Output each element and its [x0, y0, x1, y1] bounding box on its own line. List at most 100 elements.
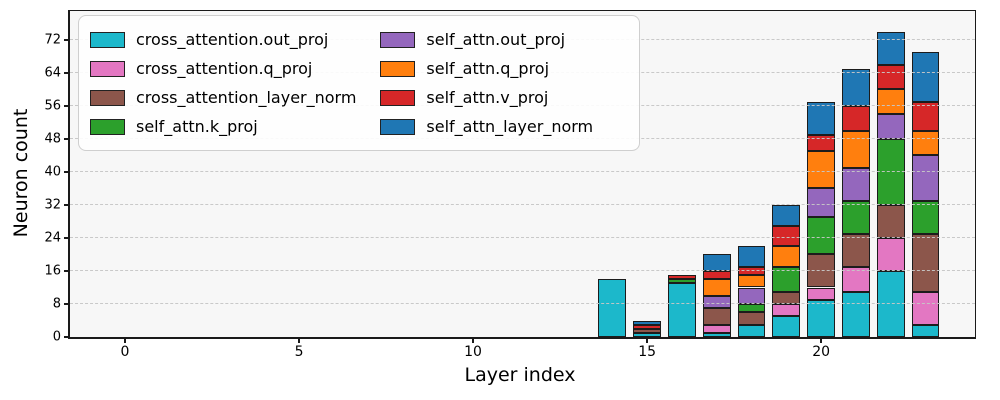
- legend-swatch: [380, 89, 416, 106]
- x-tick-mark: [472, 337, 475, 343]
- bar-segment: [633, 332, 662, 337]
- legend-entry: cross_attention_layer_norm: [90, 83, 356, 112]
- bar-segment: [702, 324, 731, 333]
- bar-segment: [702, 279, 731, 296]
- bar-segment: [876, 204, 905, 238]
- gridline-32: [70, 203, 975, 205]
- x-tick-label: 15: [638, 344, 657, 360]
- y-tick-label: 0: [52, 329, 61, 345]
- plot-area: 0 8 16 24 32 40 48 56 64 72 0 5 10 15 20 cross_attent…: [44, 10, 976, 360]
- bar-segment: [702, 270, 731, 280]
- bar-segment: [842, 130, 870, 168]
- legend-swatch: [90, 60, 125, 77]
- bar-segment: [633, 320, 662, 325]
- y-tick-mark: [64, 336, 70, 338]
- y-tick-mark: [64, 303, 70, 305]
- x-tick-label: 10: [464, 344, 482, 360]
- bar-segment: [911, 233, 940, 292]
- bar-segment: [807, 188, 836, 218]
- bar-segment: [842, 105, 870, 131]
- bar-segment: [737, 324, 766, 337]
- legend-entry: cross_attention.out_proj: [90, 25, 356, 54]
- bar-segment: [772, 246, 801, 267]
- y-tick-mark: [64, 38, 70, 41]
- legend-label: self_attn.v_proj: [426, 88, 549, 107]
- bar-segment: [911, 155, 940, 201]
- x-tick-label: 20: [812, 344, 831, 360]
- bar-segment: [667, 279, 696, 284]
- y-tick-label: 40: [44, 164, 61, 180]
- legend-swatch: [380, 60, 416, 77]
- bar-segment: [807, 134, 836, 152]
- x-axis-ticks: 0 5 10 15 20: [70, 11, 975, 360]
- x-tick-label: 5: [294, 344, 304, 360]
- bar-segment: [911, 200, 940, 234]
- bar-segment: [737, 246, 766, 267]
- bar-segment: [772, 225, 801, 247]
- legend-swatch: [90, 89, 125, 106]
- legend-swatch: [90, 31, 125, 48]
- legend-column-1: cross_attention.out_proj cross_attention.…: [90, 25, 356, 141]
- y-tick-label: 72: [44, 32, 61, 48]
- bar-segment: [911, 101, 940, 131]
- legend-column-2: self_attn.out_proj self_attn.q_proj self_a…: [380, 25, 593, 141]
- bar-segment: [876, 64, 905, 90]
- bar-segment: [807, 217, 836, 255]
- y-tick-label: 8: [52, 296, 61, 312]
- y-tick-mark: [64, 203, 70, 206]
- bar-segment: [911, 324, 940, 337]
- bar-segment: [737, 275, 766, 288]
- bar-segment: [842, 68, 870, 106]
- bar-segment: [842, 167, 870, 201]
- y-tick-label: 32: [44, 197, 61, 213]
- bar-segment: [633, 328, 662, 333]
- gridline-24: [70, 236, 975, 238]
- bar-segment: [911, 52, 940, 102]
- legend-entry: self_attn.v_proj: [380, 83, 593, 112]
- legend-label: self_attn_layer_norm: [426, 117, 594, 136]
- y-axis-title: Neuron count: [10, 108, 32, 238]
- bar-segment: [667, 275, 696, 280]
- x-tick-mark: [646, 337, 649, 343]
- legend-entry: cross_attention.q_proj: [90, 54, 356, 83]
- bar-segment: [772, 204, 801, 226]
- bar-segment: [667, 283, 696, 337]
- x-tick-mark: [820, 337, 823, 343]
- bar-segment: [876, 138, 905, 205]
- bar-segment: [842, 233, 870, 267]
- bar-segment: [876, 31, 905, 65]
- gridline-16: [70, 269, 975, 271]
- legend-label: self_attn.k_proj: [136, 117, 258, 136]
- bar-segment: [702, 308, 731, 325]
- legend-swatch: [380, 118, 416, 135]
- bar-segment: [807, 151, 836, 189]
- bar-segment: [876, 237, 905, 271]
- bar-segment: [807, 101, 836, 135]
- bar-segment: [772, 304, 801, 317]
- bar-segment: [842, 266, 870, 292]
- x-tick-mark: [123, 337, 126, 343]
- bar-segment: [911, 291, 940, 325]
- y-tick-mark: [64, 137, 70, 140]
- legend-swatch: [380, 31, 416, 48]
- legend-swatch: [90, 118, 125, 135]
- legend-label: self_attn.q_proj: [426, 59, 550, 78]
- y-tick-mark: [64, 71, 70, 74]
- legend-entry: self_attn.k_proj: [90, 112, 356, 141]
- y-tick-label: 16: [44, 263, 61, 279]
- y-tick-mark: [64, 104, 70, 107]
- y-tick-label: 56: [44, 98, 61, 114]
- y-tick-mark: [64, 236, 70, 239]
- legend-entry: self_attn.out_proj: [380, 25, 593, 54]
- bar-segment: [807, 287, 836, 300]
- bar-segment: [876, 114, 905, 139]
- gridline-40: [70, 170, 975, 172]
- bar-segment: [737, 266, 766, 276]
- bar-segment: [737, 312, 766, 325]
- y-tick-label: 24: [44, 230, 61, 246]
- gridline-8: [70, 303, 975, 304]
- legend-label: cross_attention.out_proj: [136, 30, 329, 49]
- legend-label: cross_attention.q_proj: [136, 59, 313, 78]
- bar-segment: [772, 266, 801, 292]
